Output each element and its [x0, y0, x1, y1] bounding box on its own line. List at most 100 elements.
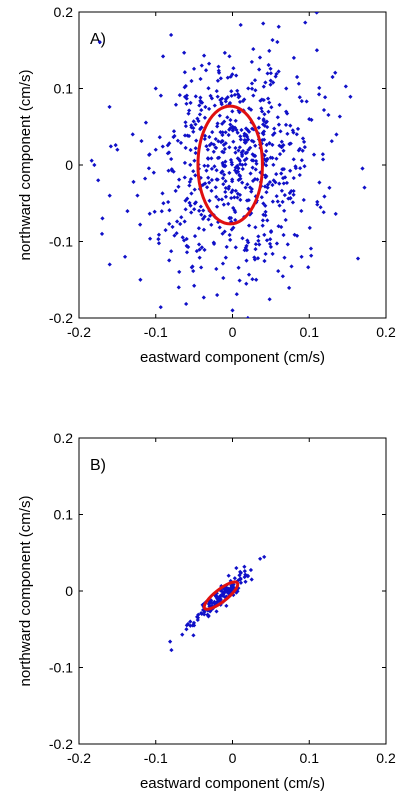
data-point [184, 236, 189, 242]
data-point [229, 162, 235, 167]
data-point [246, 86, 251, 91]
data-point [256, 125, 261, 130]
data-point [238, 22, 243, 28]
data-point [165, 151, 170, 156]
data-point [177, 93, 182, 98]
data-point [306, 265, 311, 270]
data-point [166, 168, 171, 173]
data-point [239, 127, 244, 133]
data-point [175, 219, 180, 224]
data-point [249, 81, 255, 86]
data-point [282, 208, 287, 213]
data-point [268, 229, 274, 235]
data-point [257, 67, 262, 72]
data-point [201, 295, 206, 300]
data-point [240, 148, 246, 154]
data-point [315, 202, 320, 207]
data-point [253, 143, 258, 148]
data-point [184, 250, 190, 255]
data-point [281, 232, 286, 238]
data-point [189, 78, 194, 84]
data-point [225, 589, 230, 595]
data-point [198, 98, 203, 103]
data-point [188, 147, 193, 153]
data-point [265, 182, 271, 187]
data-point [278, 129, 283, 134]
data-point [160, 54, 166, 59]
data-point [122, 254, 128, 259]
data-point [160, 144, 165, 149]
data-point [218, 76, 223, 81]
data-point [166, 199, 171, 205]
data-point [220, 261, 226, 266]
data-point [294, 74, 300, 80]
data-point [100, 216, 105, 221]
data-point [227, 216, 232, 221]
data-point [237, 573, 242, 578]
data-point [274, 194, 279, 199]
data-point [362, 185, 367, 190]
data-point [237, 157, 242, 162]
data-point [261, 212, 266, 217]
data-point [156, 232, 162, 237]
y-tick-label: -0.2 [49, 736, 73, 752]
data-point [268, 66, 273, 71]
data-point [246, 272, 252, 277]
data-point [165, 143, 170, 148]
data-point [238, 134, 243, 139]
data-point [195, 617, 200, 623]
data-point [211, 241, 217, 247]
data-point [219, 197, 225, 202]
data-point [212, 599, 217, 604]
data-point [204, 168, 209, 173]
data-point [247, 185, 253, 190]
data-point [190, 264, 195, 269]
data-point [262, 258, 267, 264]
data-point [249, 577, 254, 582]
data-point [180, 235, 185, 240]
y-tick-label: -0.2 [49, 310, 73, 326]
data-point [263, 203, 268, 208]
data-point [170, 224, 175, 230]
data-point [193, 122, 198, 127]
data-point [258, 170, 263, 175]
data-point [216, 64, 221, 69]
data-point [157, 135, 162, 140]
data-point [242, 564, 247, 569]
y-tick-label: 0.1 [54, 507, 74, 523]
data-point [249, 189, 254, 194]
data-point [299, 158, 304, 163]
data-point [198, 204, 203, 209]
data-point [227, 170, 232, 175]
data-point [210, 600, 215, 606]
data-point [277, 181, 282, 186]
data-point [186, 111, 191, 116]
data-point [194, 138, 199, 143]
data-point [193, 94, 198, 99]
data-point [214, 609, 219, 614]
data-point [307, 225, 312, 230]
data-point [281, 143, 286, 148]
data-point [191, 633, 196, 638]
data-point [224, 244, 229, 250]
data-point [138, 277, 143, 282]
data-point [238, 197, 243, 202]
data-point [209, 156, 214, 161]
data-point [236, 265, 241, 270]
data-point [131, 179, 136, 184]
data-point [153, 147, 158, 152]
data-point [228, 157, 234, 163]
data-point [249, 138, 254, 143]
data-point [268, 78, 273, 83]
data-point [260, 218, 265, 223]
data-point [237, 172, 242, 178]
data-point [236, 166, 241, 171]
data-point [224, 603, 229, 608]
data-point [252, 255, 257, 260]
data-point [107, 262, 112, 267]
data-point [192, 283, 197, 288]
data-point [199, 265, 204, 270]
data-point [259, 195, 264, 200]
data-point [285, 131, 290, 136]
